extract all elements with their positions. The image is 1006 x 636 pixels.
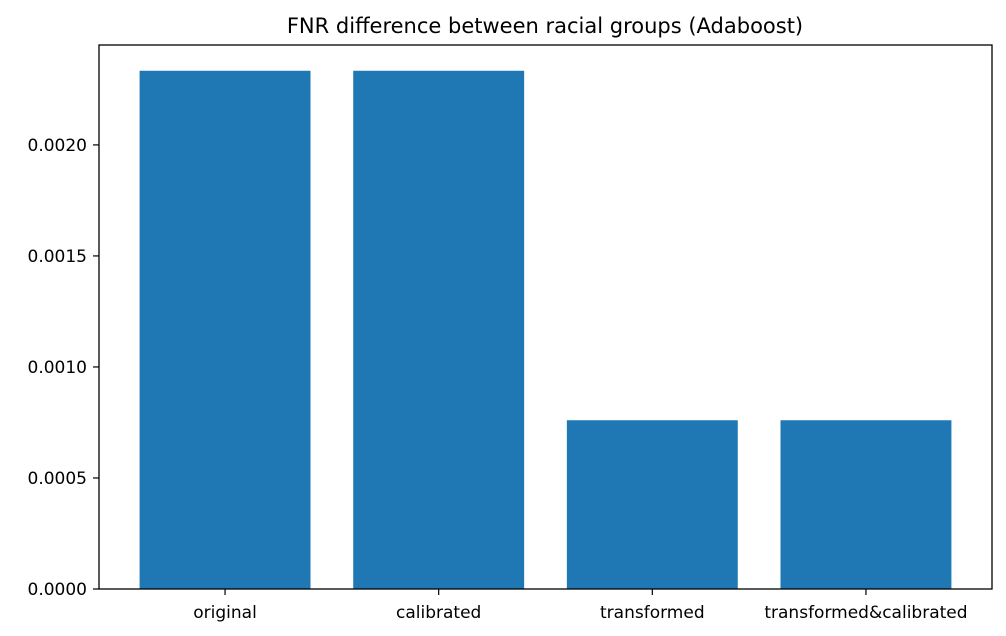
chart-title: FNR difference between racial groups (Ad… [287,14,803,38]
bar-transformed [566,420,738,589]
bar-original [139,70,311,589]
y-tick-label: 0.0010 [28,358,87,378]
y-tick-label: 0.0015 [28,247,87,267]
bars-layer [139,70,952,589]
x-tick-label: calibrated [396,603,481,623]
y-tick-label: 0.0005 [28,469,87,489]
axes-layer: 0.0000 0.0005 0.0010 0.0015 0.0020 original ca… [28,44,993,623]
y-tick-label: 0.0000 [28,580,87,600]
x-tick-label: transformed&calibrated [764,603,967,623]
x-tick-label: transformed [600,603,705,623]
x-tick-label: original [193,603,257,623]
y-tick-label: 0.0020 [28,136,87,156]
bar-calibrated [353,70,525,589]
plot-frame [98,44,993,590]
bar-transformed-calibrated [780,420,952,589]
